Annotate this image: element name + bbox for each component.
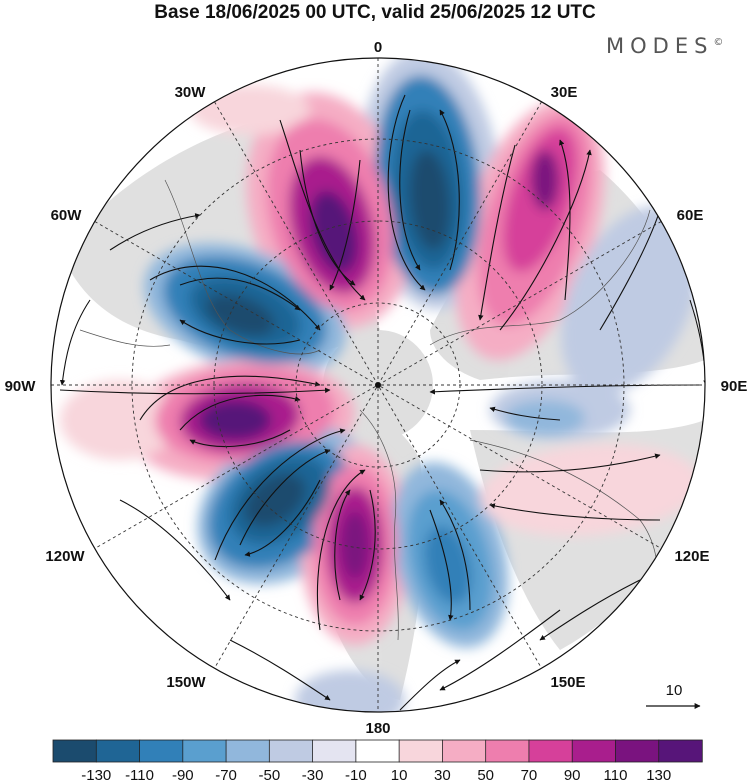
colorbar-swatch (52, 739, 97, 763)
colorbar-swatch (312, 739, 357, 763)
colorbar-tick-label: 110 (604, 767, 628, 783)
colorbar-tick-label: 90 (564, 767, 581, 783)
colorbar-tick-label: -110 (125, 767, 154, 783)
colorbar-swatch (528, 739, 573, 763)
lon-label-60e: 60E (677, 207, 704, 224)
lon-label-180: 180 (365, 720, 390, 737)
modes-logo: MODES© (606, 34, 723, 58)
map-border (50, 57, 706, 713)
colorbar-tick-label: 50 (477, 767, 494, 783)
colorbar-swatch (615, 739, 660, 763)
brand-text: MODES (606, 34, 714, 58)
colorbar-swatch (182, 739, 227, 763)
brand-mark: © (713, 37, 724, 48)
colorbar-tick-label: 130 (646, 767, 671, 783)
colorbar-tick-label: 70 (521, 767, 538, 783)
reference-vector-label: 10 (666, 682, 683, 699)
north-pole-marker (375, 382, 381, 388)
colorbar-swatch (355, 739, 400, 763)
anomaly-field (60, 58, 700, 712)
map-disc (51, 58, 705, 712)
colorbar-swatch (268, 739, 314, 763)
colorbar-swatch (95, 739, 141, 763)
lon-label-90e: 90E (721, 378, 748, 395)
colorbar-tick-label: -130 (81, 767, 111, 783)
colorbar-tick-label: -10 (345, 767, 367, 783)
lon-label-30w: 30W (175, 84, 207, 101)
reference-vector: 10 (646, 682, 701, 709)
lon-label-60w: 60W (51, 207, 83, 224)
lon-label-120e: 120E (674, 548, 709, 565)
colorbar-tick-label: 10 (391, 767, 408, 783)
lon-label-150e: 150E (550, 674, 585, 691)
colorbar-tick-label: 30 (434, 767, 451, 783)
lon-label-0: 0 (374, 39, 382, 56)
wind-streamlines (59, 94, 705, 711)
lon-label-150w: 150W (166, 674, 206, 691)
colorbar-swatch (658, 739, 703, 763)
lon-label-120w: 120W (45, 548, 85, 565)
colorbar-tick-label: -30 (302, 767, 324, 783)
colorbar: -130 -110 -90 -70 -50 -30 -10 10 30 50 70 90 110 130 (52, 739, 703, 783)
colorbar-swatch (571, 739, 617, 763)
colorbar-tick-label: -50 (258, 767, 280, 783)
map-title: Base 18/06/2025 00 UTC, valid 25/06/2025… (154, 2, 596, 23)
colorbar-swatch (441, 739, 487, 763)
colorbar-tick-label: -90 (172, 767, 194, 783)
colorbar-tick-label: -70 (215, 767, 237, 783)
colorbar-swatch (139, 739, 184, 763)
lon-label-30e: 30E (551, 84, 578, 101)
lon-label-90w: 90W (5, 378, 37, 395)
colorbar-swatch (485, 739, 530, 763)
colorbar-swatch (225, 739, 271, 763)
longitude-labels: 0 30E 60E 90E 120E 150E 180 150W 120W 90… (5, 39, 748, 737)
colorbar-swatch (398, 739, 444, 763)
